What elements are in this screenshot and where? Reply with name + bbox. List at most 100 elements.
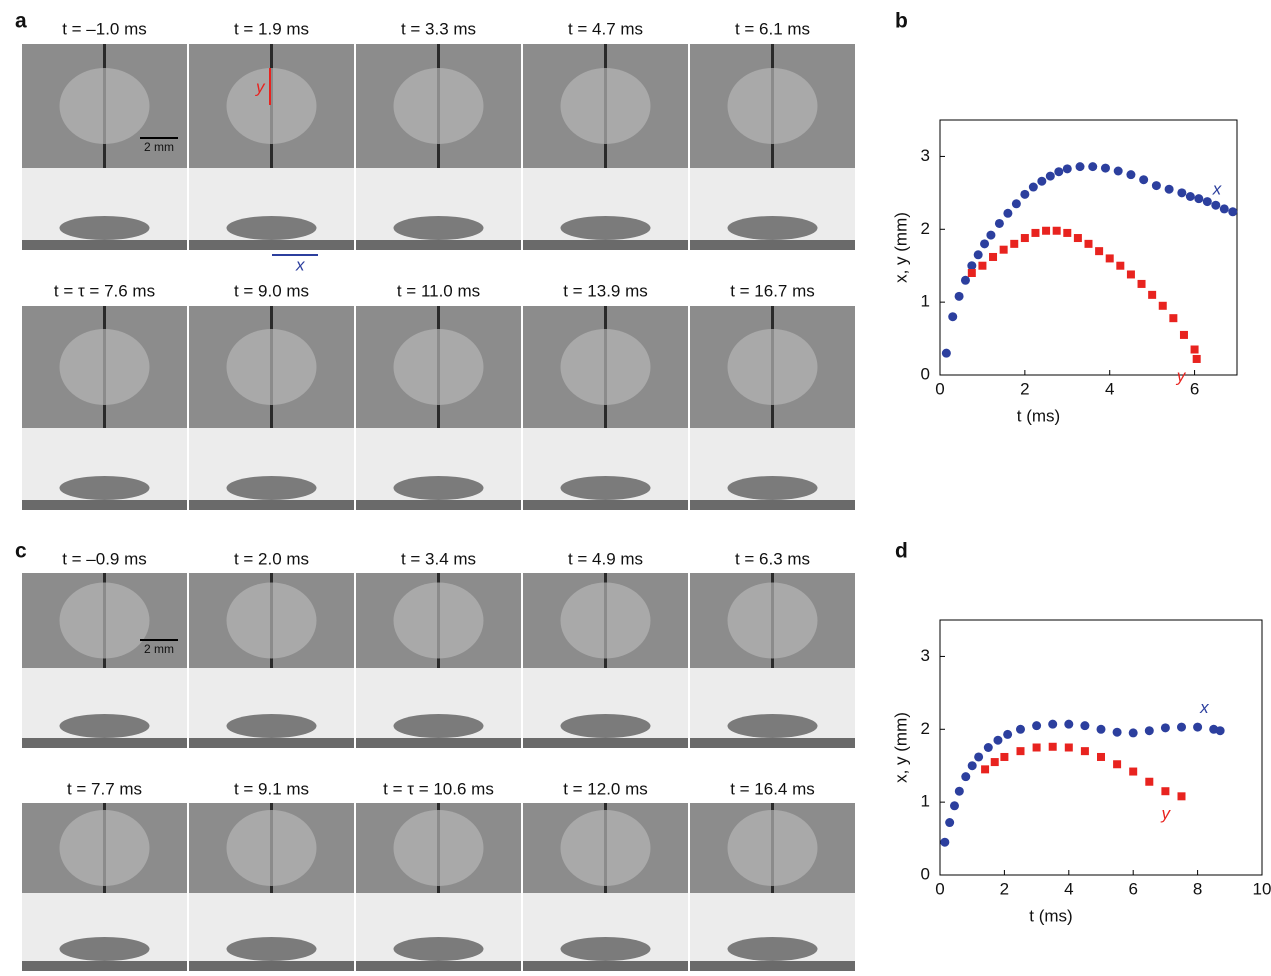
- x-tick-label: 6: [1128, 879, 1137, 898]
- drop-top: [728, 68, 818, 144]
- drop-top: [60, 583, 150, 659]
- scale-bar-label: 2 mm: [144, 642, 174, 656]
- point: [1048, 720, 1057, 729]
- drop-side: [728, 476, 818, 500]
- substrate: [690, 961, 855, 971]
- point: [1165, 185, 1174, 194]
- point: [1127, 270, 1135, 278]
- point: [1129, 728, 1138, 737]
- time-label: t = 1.9 ms: [234, 19, 309, 38]
- point: [1220, 204, 1229, 213]
- point: [1211, 201, 1220, 210]
- drop-side: [561, 714, 651, 738]
- point: [1000, 246, 1008, 254]
- time-label: t = 9.0 ms: [234, 281, 309, 300]
- drop-top: [394, 810, 484, 886]
- drop-side: [561, 216, 651, 240]
- point: [1106, 254, 1114, 262]
- point: [1053, 227, 1061, 235]
- point: [1095, 247, 1103, 255]
- time-label: t = 3.4 ms: [401, 549, 476, 568]
- point: [968, 269, 976, 277]
- point: [1063, 164, 1072, 173]
- point: [1049, 743, 1057, 751]
- drop-side: [728, 937, 818, 961]
- drop-top: [394, 583, 484, 659]
- y-tick-label: 2: [921, 719, 930, 738]
- y-tick-label: 1: [921, 292, 930, 311]
- drop-side: [60, 714, 150, 738]
- point: [1113, 728, 1122, 737]
- substrate: [690, 738, 855, 748]
- point: [1017, 747, 1025, 755]
- drop-side: [227, 476, 317, 500]
- drop-top: [227, 810, 317, 886]
- point: [1145, 726, 1154, 735]
- y-tick-label: 0: [921, 364, 930, 383]
- drop-top: [561, 329, 651, 405]
- panel-label: d: [895, 540, 908, 563]
- point: [1031, 229, 1039, 237]
- point: [1126, 170, 1135, 179]
- point: [942, 349, 951, 358]
- x-tick-label: 8: [1193, 879, 1202, 898]
- point: [984, 743, 993, 752]
- point: [986, 231, 995, 240]
- time-label: t = 4.9 ms: [568, 549, 643, 568]
- point: [1161, 723, 1170, 732]
- x-tick-label: 0: [935, 379, 944, 398]
- substrate: [22, 961, 187, 971]
- point: [1064, 720, 1073, 729]
- drop-side: [394, 714, 484, 738]
- point: [978, 262, 986, 270]
- x-axis-label: t (ms): [1017, 406, 1060, 425]
- time-label: t = τ = 10.6 ms: [383, 779, 494, 798]
- substrate: [523, 738, 688, 748]
- point: [1169, 314, 1177, 322]
- point: [1177, 723, 1186, 732]
- point: [1191, 346, 1199, 354]
- time-label: t = –1.0 ms: [62, 19, 147, 38]
- x-tick-label: 4: [1105, 379, 1114, 398]
- point: [1159, 302, 1167, 310]
- point: [1074, 234, 1082, 242]
- point: [1145, 778, 1153, 786]
- time-label: t = –0.9 ms: [62, 549, 147, 568]
- point: [1088, 162, 1097, 171]
- point: [1148, 291, 1156, 299]
- drop-side: [60, 476, 150, 500]
- point: [1194, 194, 1203, 203]
- x-tick-label: 2: [1000, 879, 1009, 898]
- point: [950, 801, 959, 810]
- y-tick-label: 0: [921, 864, 930, 883]
- drop-side: [227, 714, 317, 738]
- point: [1003, 209, 1012, 218]
- drop-top: [394, 68, 484, 144]
- substrate: [356, 500, 521, 510]
- point: [1032, 721, 1041, 730]
- drop-top: [728, 583, 818, 659]
- point: [1186, 192, 1195, 201]
- drop-top: [227, 583, 317, 659]
- time-label: t = 16.7 ms: [730, 281, 815, 300]
- time-label: t = 11.0 ms: [397, 281, 480, 300]
- point: [974, 250, 983, 259]
- x-tick-label: 0: [935, 879, 944, 898]
- panel-label: c: [15, 540, 27, 563]
- x-tick-label: 4: [1064, 879, 1073, 898]
- drop-top: [394, 329, 484, 405]
- drop-side: [227, 216, 317, 240]
- point: [989, 253, 997, 261]
- point: [967, 261, 976, 270]
- point: [961, 772, 970, 781]
- point: [945, 818, 954, 827]
- drop-top: [728, 329, 818, 405]
- x-axis-label: t (ms): [1029, 906, 1072, 925]
- point: [1097, 725, 1106, 734]
- point: [968, 761, 977, 770]
- substrate: [523, 240, 688, 250]
- substrate: [523, 500, 688, 510]
- substrate: [189, 500, 354, 510]
- point: [1216, 726, 1225, 735]
- point: [1020, 190, 1029, 199]
